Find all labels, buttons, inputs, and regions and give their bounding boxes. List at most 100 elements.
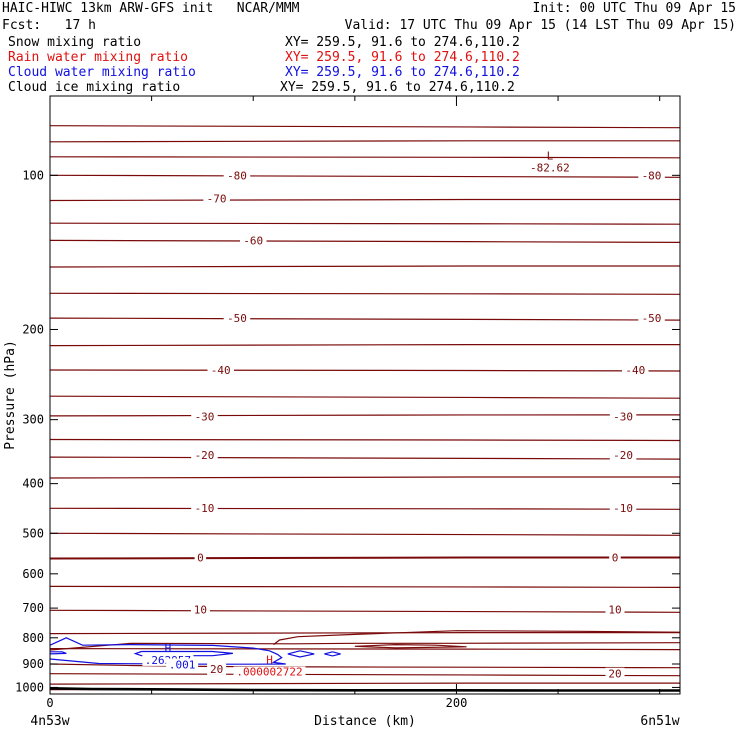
isotherm-label: 10 [194, 604, 207, 617]
cloud-water-contour [324, 651, 341, 657]
x-tick-label: 0 [46, 696, 53, 710]
isotherm-label-bg [194, 551, 207, 564]
isotherm-line [49, 198, 681, 202]
isotherm-line [49, 265, 681, 268]
isotherm-label: 0 [197, 551, 204, 564]
field-name-cloud-ice: Cloud ice mixing ratio [8, 80, 181, 95]
isotherm-line [49, 317, 681, 321]
isotherm-label-bg [191, 410, 218, 423]
isotherm-label-bg [605, 667, 625, 680]
isotherm-line [49, 155, 681, 159]
field-xy-rain: XY= 259.5, 91.6 to 274.6,110.2 [285, 50, 520, 65]
y-tick-label: 700 [22, 601, 44, 615]
isotherm-line [49, 292, 681, 295]
isotherm-label-bg [207, 364, 234, 376]
isotherm-label-bg [609, 449, 637, 462]
isotherm-line [49, 556, 681, 560]
forecast-hour: Fcst: 17 h [2, 18, 96, 33]
isotherm-label-bg [191, 449, 218, 462]
plot-title: HAIC-HIWC 13km ARW-GFS init NCAR/MMM [2, 1, 300, 16]
isotherm-label: -20 [613, 449, 633, 462]
isotherm-label-bg [605, 603, 625, 616]
isotherm-label: -80 [227, 169, 247, 182]
isotherm-line [49, 585, 681, 588]
surface-pressure-line [49, 687, 680, 692]
isotherm-line [49, 414, 681, 417]
x-endpoint-left: 4n53w [30, 714, 69, 729]
extremum-value: .000002722 [236, 666, 302, 679]
extremum-value-bg [527, 162, 572, 174]
y-axis-title: Pressure (hPa) [3, 340, 18, 450]
cloud-water-contour [287, 650, 315, 658]
isotherm-label-bg [240, 234, 267, 247]
isotherm-label-bg [622, 364, 649, 376]
init-time: Init: 00 UTC Thu 09 Apr 15 [532, 1, 737, 16]
field-name-snow: Snow mixing ratio [8, 35, 142, 50]
isotherm-label: 20 [210, 663, 223, 676]
isotherm-line [49, 140, 681, 143]
isotherm-label: -60 [243, 234, 263, 247]
isotherm-line [49, 124, 681, 129]
y-tick-label: 200 [22, 323, 44, 337]
extremum-value: -82.62 [530, 162, 570, 175]
isotherm-line [49, 438, 681, 442]
y-tick-label: 1000 [15, 680, 44, 694]
isotherm-label: 10 [608, 604, 621, 617]
cloud-label-bg [166, 658, 199, 671]
isotherm-line [49, 632, 681, 635]
isotherm-line [49, 344, 681, 347]
isotherm-line [49, 174, 681, 178]
isotherm-label: -30 [195, 411, 215, 424]
cloud-water-contour [133, 650, 233, 657]
isotherm-label-bg [638, 169, 665, 182]
temperature-contour [354, 643, 467, 649]
isotherm-line [49, 507, 681, 510]
field-xy-snow: XY= 259.5, 91.6 to 274.6,110.2 [285, 35, 520, 50]
isotherm-label: -40 [211, 364, 231, 377]
field-name-cloud-water: Cloud water mixing ratio [8, 65, 196, 80]
field-name-rain: Rain water mixing ratio [8, 50, 189, 65]
isotherm-label: -40 [625, 364, 645, 377]
isotherm-label: -30 [613, 411, 633, 424]
isotherm-line [49, 476, 681, 479]
isotherm-label-bg [609, 410, 637, 423]
isotherm-label-bg [190, 603, 210, 616]
isotherm-line [49, 395, 681, 399]
isotherm-label: -50 [227, 312, 247, 325]
x-endpoint-right: 6n51w [640, 714, 679, 729]
y-tick-label: 800 [22, 631, 44, 645]
extremum-value-bg [233, 666, 306, 678]
isotherm-label: 0 [612, 551, 619, 564]
isotherm-line [49, 239, 681, 243]
y-tick-label: 300 [22, 413, 44, 427]
cloud-label: .001 [169, 659, 196, 672]
isotherm-label-bg [191, 501, 218, 514]
isotherm-line [49, 609, 681, 613]
isotherm-line [49, 647, 681, 651]
extremum-symbol: L [547, 150, 554, 163]
label-layer: -80 -80-70-60-50 -50-40 -40-30 -30-20 -20-10-… [142, 150, 665, 681]
valid-time: Valid: 17 UTC Thu 09 Apr 15 (14 LST Thu … [344, 18, 736, 33]
isotherm-line [49, 682, 681, 685]
isotherm-line [49, 456, 681, 460]
isotherm-label-bg [609, 551, 621, 564]
isotherm-label: -70 [207, 193, 227, 206]
y-tick-label: 100 [22, 168, 44, 182]
isotherm-label: -10 [613, 502, 633, 515]
isotherm-label: -20 [195, 449, 215, 462]
isotherm-label-bg [203, 192, 230, 205]
isotherm-label-bg [609, 501, 637, 514]
x-axis-title: Distance (km) [314, 714, 416, 729]
isotherm-label-bg [207, 662, 227, 675]
plot-frame [49, 95, 681, 695]
x-tick-label: 200 [446, 696, 468, 710]
isotherm-label-bg [638, 312, 665, 325]
isotherm-label: -80 [642, 169, 662, 182]
extremum-symbol: H [165, 642, 172, 655]
y-tick-label: 400 [22, 477, 44, 491]
isotherm-line [49, 672, 681, 677]
isotherm-line [49, 532, 681, 536]
isotherm-label-bg [223, 169, 251, 182]
field-xy-cloud-ice: XY= 259.5, 91.6 to 274.6,110.2 [280, 80, 515, 95]
